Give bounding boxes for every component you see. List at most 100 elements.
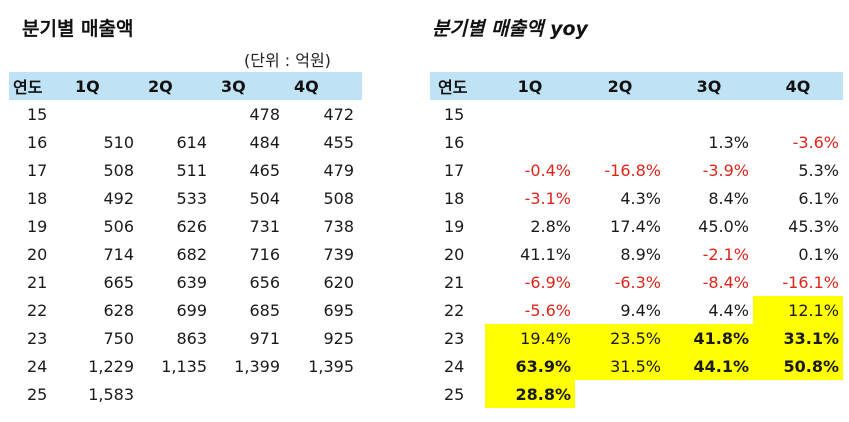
value-cell — [142, 380, 215, 408]
value-cell: -8.4% — [702, 272, 749, 292]
value-cell: 682 — [176, 244, 207, 264]
value-cell: 508 — [103, 160, 134, 180]
year-cell: 18 — [444, 188, 465, 208]
value-cell: 750 — [103, 328, 134, 348]
year-cell: 25 — [27, 384, 48, 404]
value-cell: 699 — [176, 300, 207, 320]
value-cell: 656 — [249, 272, 280, 292]
table-row: 24 1,229 1,135 1,399 1,395 — [9, 352, 362, 380]
year-cell: 24 — [27, 356, 48, 376]
year-cell: 21 — [27, 272, 48, 292]
table-row: 25 1,583 — [9, 380, 362, 408]
table-row: 22 628 699 685 695 — [9, 296, 362, 324]
table-row: 17 508 511 465 479 — [9, 156, 362, 184]
value-cell: 41.1% — [520, 244, 571, 264]
header-4q: 4Q — [753, 72, 843, 100]
header-row: 연도 1Q 2Q 3Q 4Q — [430, 72, 843, 100]
value-cell: 23.5% — [575, 324, 665, 352]
value-cell — [575, 380, 665, 408]
value-cell: 695 — [323, 300, 354, 320]
value-cell: 1.3% — [708, 132, 749, 152]
table-row: 23 750 863 971 925 — [9, 324, 362, 352]
table-row: 18 -3.1% 4.3% 8.4% 6.1% — [430, 184, 843, 212]
value-cell: 716 — [249, 244, 280, 264]
year-cell: 17 — [444, 160, 465, 180]
value-cell — [142, 100, 215, 128]
table-row: 25 28.8% — [430, 380, 843, 408]
year-cell: 15 — [27, 104, 48, 124]
year-cell: 16 — [27, 132, 48, 152]
value-cell: -0.4% — [524, 160, 571, 180]
year-cell: 22 — [27, 300, 48, 320]
header-row: 연도 1Q 2Q 3Q 4Q — [9, 72, 362, 100]
value-cell: 620 — [323, 272, 354, 292]
year-cell: 19 — [27, 216, 48, 236]
header-1q: 1Q — [485, 72, 575, 100]
header-year: 연도 — [9, 72, 69, 100]
value-cell — [575, 100, 665, 128]
value-cell: 31.5% — [575, 352, 665, 380]
value-cell: -2.1% — [702, 244, 749, 264]
value-cell: 5.3% — [798, 160, 839, 180]
value-cell: 17.4% — [610, 216, 661, 236]
value-cell: -16.8% — [604, 160, 661, 180]
value-cell: 685 — [249, 300, 280, 320]
value-cell: 9.4% — [620, 300, 661, 320]
value-cell: 2.8% — [530, 216, 571, 236]
value-cell: 6.1% — [798, 188, 839, 208]
table-row: 19 506 626 731 738 — [9, 212, 362, 240]
table-row: 20 714 682 716 739 — [9, 240, 362, 268]
value-cell: 484 — [249, 132, 280, 152]
value-cell: 628 — [103, 300, 134, 320]
value-cell — [753, 380, 843, 408]
value-cell: 1,395 — [308, 356, 354, 376]
value-cell: 506 — [103, 216, 134, 236]
table-row: 21 665 639 656 620 — [9, 268, 362, 296]
value-cell: 465 — [249, 160, 280, 180]
value-cell: 971 — [249, 328, 280, 348]
year-cell: 16 — [444, 132, 465, 152]
year-cell: 20 — [27, 244, 48, 264]
table-row: 17 -0.4% -16.8% -3.9% 5.3% — [430, 156, 843, 184]
value-cell: 12.1% — [753, 296, 843, 324]
value-cell: 626 — [176, 216, 207, 236]
table-row: 21 -6.9% -6.3% -8.4% -16.1% — [430, 268, 843, 296]
value-cell: -3.6% — [792, 132, 839, 152]
value-cell: 41.8% — [665, 324, 753, 352]
table-row: 18 492 533 504 508 — [9, 184, 362, 212]
value-cell: 45.3% — [788, 216, 839, 236]
header-2q: 2Q — [575, 72, 665, 100]
value-cell: 714 — [103, 244, 134, 264]
value-cell — [288, 380, 362, 408]
table-row: 16 1.3% -3.6% — [430, 128, 843, 156]
table-row: 16 510 614 484 455 — [9, 128, 362, 156]
year-cell: 19 — [444, 216, 465, 236]
value-cell: 504 — [249, 188, 280, 208]
table-row: 23 19.4% 23.5% 41.8% 33.1% — [430, 324, 843, 352]
year-cell: 15 — [444, 104, 465, 124]
value-cell: 731 — [249, 216, 280, 236]
header-3q: 3Q — [665, 72, 753, 100]
header-3q: 3Q — [215, 72, 288, 100]
year-cell: 21 — [444, 272, 465, 292]
value-cell — [485, 128, 575, 156]
value-cell: 665 — [103, 272, 134, 292]
year-cell: 17 — [27, 160, 48, 180]
table-row: 22 -5.6% 9.4% 4.4% 12.1% — [430, 296, 843, 324]
value-cell — [215, 380, 288, 408]
right-table-title: 분기별 매출액 yoy — [432, 18, 588, 40]
year-cell: 22 — [444, 300, 465, 320]
value-cell: 1,135 — [161, 356, 207, 376]
value-cell: 510 — [103, 132, 134, 152]
unit-label: (단위 : 억원) — [244, 51, 331, 70]
value-cell: 511 — [176, 160, 207, 180]
value-cell — [665, 100, 753, 128]
value-cell: -3.9% — [702, 160, 749, 180]
value-cell: 614 — [176, 132, 207, 152]
value-cell: -3.1% — [524, 188, 571, 208]
value-cell: -5.6% — [524, 300, 571, 320]
table-row: 15 — [430, 100, 843, 128]
value-cell: -6.3% — [614, 272, 661, 292]
year-cell: 25 — [444, 384, 465, 404]
quarterly-sales-table: 연도 1Q 2Q 3Q 4Q 15 478 472 16 510 614 484 455 17 5… — [9, 72, 362, 408]
